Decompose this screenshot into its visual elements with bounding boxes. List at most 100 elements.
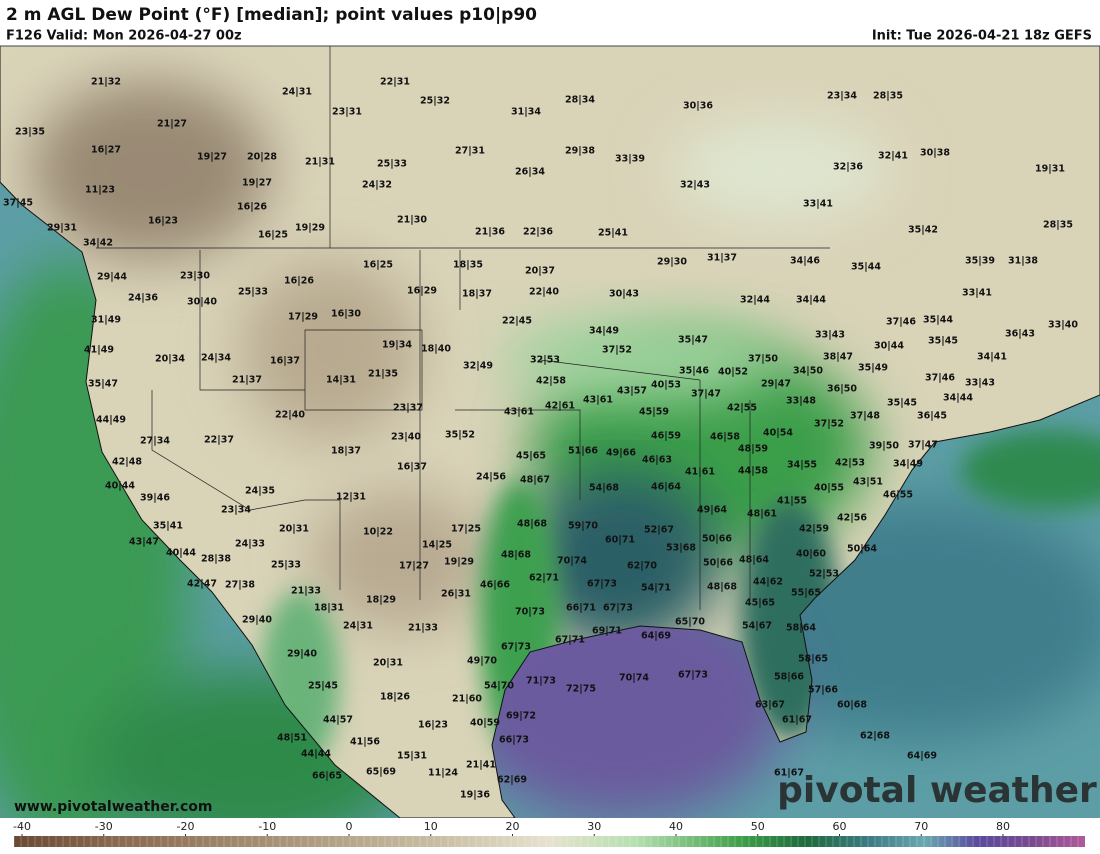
- point-value: 32|44: [740, 295, 770, 306]
- point-value: 30|43: [609, 289, 639, 300]
- point-value: 32|41: [878, 151, 908, 162]
- point-value: 22|31: [380, 77, 410, 88]
- point-value: 63|67: [755, 700, 785, 711]
- point-value: 17|25: [451, 524, 481, 535]
- point-value: 27|34: [140, 436, 170, 447]
- point-value: 67|73: [678, 670, 708, 681]
- point-value: 35|44: [851, 262, 881, 273]
- point-value: 45|59: [639, 407, 669, 418]
- point-value: 24|56: [476, 472, 506, 483]
- point-value: 23|37: [393, 403, 423, 414]
- point-value: 62|68: [860, 731, 890, 742]
- colorbar-tick-label: 30: [587, 820, 601, 833]
- point-value: 70|74: [557, 556, 587, 567]
- point-value: 31|34: [511, 107, 541, 118]
- point-value: 31|37: [707, 253, 737, 264]
- point-value: 23|34: [827, 91, 857, 102]
- point-value: 18|31: [314, 603, 344, 614]
- point-value: 28|38: [201, 554, 231, 565]
- point-value: 62|70: [627, 561, 657, 572]
- point-value: 16|26: [237, 202, 267, 213]
- point-value: 21|35: [368, 369, 398, 380]
- point-value: 29|31: [47, 223, 77, 234]
- point-value: 58|66: [774, 672, 804, 683]
- point-value: 48|64: [739, 555, 769, 566]
- point-value: 60|71: [605, 535, 635, 546]
- colorbar-tick-label: 60: [833, 820, 847, 833]
- point-value: 35|41: [153, 521, 183, 532]
- point-value: 50|66: [702, 534, 732, 545]
- point-value: 16|27: [91, 145, 121, 156]
- point-value: 29|47: [761, 379, 791, 390]
- point-value: 40|52: [718, 367, 748, 378]
- point-value: 25|33: [377, 159, 407, 170]
- point-value: 18|26: [380, 692, 410, 703]
- colorbar-tick-label: -20: [177, 820, 195, 833]
- point-value: 28|35: [873, 91, 903, 102]
- point-value: 54|70: [484, 681, 514, 692]
- point-value: 23|35: [15, 127, 45, 138]
- point-value: 21|60: [452, 694, 482, 705]
- point-value: 44|44: [301, 749, 331, 760]
- point-value: 18|37: [462, 289, 492, 300]
- point-value: 42|61: [545, 401, 575, 412]
- point-value: 20|31: [373, 658, 403, 669]
- point-value: 21|33: [291, 586, 321, 597]
- point-value: 21|36: [475, 227, 505, 238]
- point-value: 33|43: [815, 330, 845, 341]
- point-value: 27|38: [225, 580, 255, 591]
- point-value: 62|69: [497, 775, 527, 786]
- point-value: 20|34: [155, 354, 185, 365]
- colorbar-bar: [14, 836, 1085, 847]
- point-value: 70|74: [619, 673, 649, 684]
- point-value: 22|36: [523, 227, 553, 238]
- point-value: 40|54: [763, 428, 793, 439]
- point-value: 18|40: [421, 344, 451, 355]
- point-value: 12|31: [336, 492, 366, 503]
- point-value: 19|27: [242, 178, 272, 189]
- point-value: 15|31: [397, 751, 427, 762]
- point-value: 50|66: [703, 558, 733, 569]
- point-value: 42|48: [112, 457, 142, 468]
- point-value: 60|68: [837, 700, 867, 711]
- point-value: 21|30: [397, 215, 427, 226]
- point-value: 21|27: [157, 119, 187, 130]
- point-value: 32|53: [530, 355, 560, 366]
- point-value: 66|73: [499, 735, 529, 746]
- point-value: 35|49: [858, 363, 888, 374]
- point-value: 14|25: [422, 540, 452, 551]
- point-value: 64|69: [641, 631, 671, 642]
- point-value: 30|44: [874, 341, 904, 352]
- point-value: 37|45: [3, 198, 33, 209]
- point-value: 48|51: [277, 733, 307, 744]
- point-value: 33|41: [803, 199, 833, 210]
- point-value: 34|44: [943, 393, 973, 404]
- point-value: 49|64: [697, 505, 727, 516]
- point-value: 25|33: [271, 560, 301, 571]
- point-value: 21|31: [305, 157, 335, 168]
- colorbar-tick-label: -10: [258, 820, 276, 833]
- point-value: 18|37: [331, 446, 361, 457]
- point-value: 31|49: [91, 315, 121, 326]
- point-value: 58|65: [798, 654, 828, 665]
- point-value: 40|55: [814, 483, 844, 494]
- point-value: 11|23: [85, 185, 115, 196]
- point-value: 16|25: [258, 230, 288, 241]
- point-value: 23|30: [180, 271, 210, 282]
- point-value: 10|22: [363, 527, 393, 538]
- point-value: 30|36: [683, 101, 713, 112]
- point-value: 35|46: [679, 366, 709, 377]
- point-value: 33|48: [786, 396, 816, 407]
- point-value: 21|41: [466, 760, 496, 771]
- point-value: 42|47: [187, 579, 217, 590]
- point-value: 41|55: [777, 496, 807, 507]
- point-value: 39|46: [140, 493, 170, 504]
- point-value: 34|42: [83, 238, 113, 249]
- point-value: 58|64: [786, 623, 816, 634]
- point-value: 48|59: [738, 444, 768, 455]
- point-value: 16|23: [418, 720, 448, 731]
- point-value: 27|31: [455, 146, 485, 157]
- point-value: 46|59: [651, 431, 681, 442]
- colorbar-tick-label: 20: [506, 820, 520, 833]
